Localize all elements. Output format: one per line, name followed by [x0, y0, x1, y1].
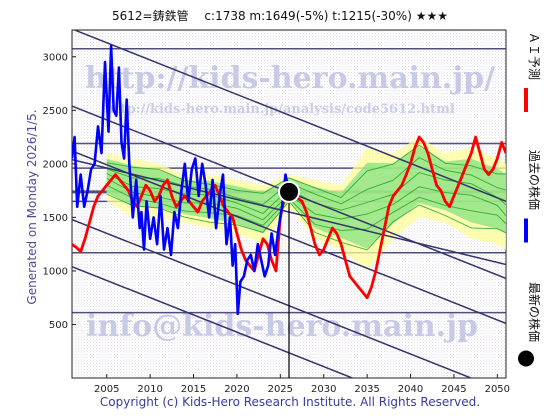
watermark-analysis-url: http://kids-hero.main.jp/analysis/code56…: [105, 102, 455, 117]
x-tick-label: 2015: [181, 384, 206, 395]
ensemble-trace: [106, 157, 506, 205]
x-tick-label: 2005: [94, 384, 119, 395]
y-tick-label: 1500: [43, 213, 68, 224]
x-tick-label: 2010: [137, 384, 162, 395]
y-tick-label: 500: [49, 320, 68, 331]
y-tick-label: 2500: [43, 106, 68, 117]
watermark-email: info@kids-hero.main.jp: [86, 309, 478, 344]
watermark-url: http://kids-hero.main.jp/: [85, 61, 495, 96]
x-tick-label: 2040: [398, 384, 423, 395]
x-tick-label: 2050: [485, 384, 510, 395]
ensemble-trace: [106, 184, 506, 231]
x-tick-label: 2020: [224, 384, 249, 395]
y-tick-label: 1000: [43, 266, 68, 277]
x-tick-label: 2025: [268, 384, 293, 395]
watermark-group: http://kids-hero.main.jp/ http://kids-he…: [85, 61, 495, 344]
ensemble-trace: [106, 144, 506, 199]
x-tick-label: 2045: [441, 384, 466, 395]
legend-label: 過去の株価: [527, 150, 542, 210]
latest-price-dot: [278, 180, 300, 203]
legend-dot-swatch: [518, 350, 534, 367]
past-price-line: [72, 44, 291, 316]
y-tick-label: 3000: [43, 52, 68, 63]
x-tick-label: 2030: [311, 384, 336, 395]
y-tick-label: 2000: [43, 159, 68, 170]
chart-title: 5612=鋳鉄管 c:1738 m:1649(-5%) t:1215(-30%)…: [112, 8, 448, 23]
copyright-footer: Copyright (c) Kids-Hero Research Institu…: [100, 395, 480, 409]
legend-label: 最新の株価: [527, 282, 542, 342]
x-tick-label: 2035: [354, 384, 379, 395]
legend-label: ＡＩ予測: [527, 32, 541, 80]
generated-date-label: Generated on Monday 2026/1/5.: [25, 109, 39, 304]
